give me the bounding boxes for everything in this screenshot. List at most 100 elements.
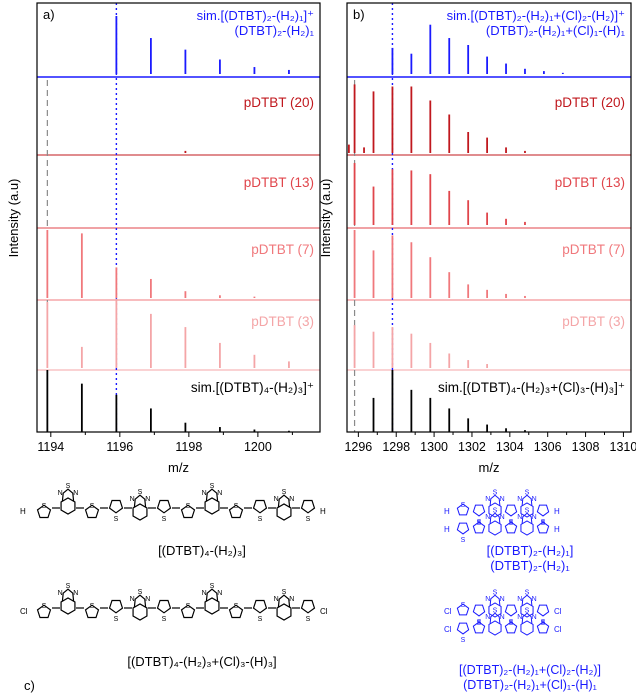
- trace-p13: pDTBT (13): [353, 163, 625, 225]
- structure-label-4a: [(DTBT)₂-(H₂)₁+(Cl)₂-(H₂)]: [459, 663, 601, 677]
- nitrogen-atom: N: [532, 514, 537, 521]
- trace-label-p13: pDTBT (13): [555, 175, 625, 190]
- chlorine-atom: Cl: [444, 625, 452, 634]
- thiadiazole-ring: [205, 488, 219, 502]
- y-axis-label-b: Intensity (a.u): [318, 179, 333, 258]
- sulfur-atom: S: [509, 520, 514, 527]
- benzene-ring: [204, 497, 220, 515]
- nitrogen-atom: N: [517, 614, 522, 621]
- structure-label-1: [(DTBT)₄-(H₂)₃]: [158, 543, 246, 558]
- x-axis-label: m/z: [168, 460, 189, 475]
- thiophene-ring: [456, 503, 470, 516]
- hydrogen-atom: H: [554, 525, 560, 534]
- sulfur-atom: S: [525, 489, 530, 496]
- benzene-ring: [520, 502, 534, 518]
- sulfur-atom: S: [477, 620, 482, 627]
- panel-label-c: c): [24, 678, 35, 693]
- trace-p20: pDTBT (20): [347, 84, 625, 153]
- chlorine-atom: Cl: [20, 607, 28, 616]
- sulfur-atom: S: [90, 503, 95, 510]
- chlorine-atom: Cl: [444, 607, 452, 616]
- thiadiazole-ring: [133, 494, 147, 508]
- thiophene-ring: [36, 504, 52, 519]
- sulfur-atom: S: [66, 583, 71, 590]
- thiadiazole-ring: [205, 588, 219, 602]
- benzene-ring: [132, 603, 148, 621]
- sulfur-atom: S: [541, 620, 546, 627]
- thiophene-ring: [536, 621, 550, 634]
- thiophene-ring: [456, 622, 470, 635]
- structure-label-2a: [(DTBT)₂-(H₂)₁]: [487, 543, 574, 558]
- x-tick-label: 1198: [175, 440, 202, 454]
- thiophene-ring: [536, 504, 550, 517]
- thiophene-ring: [536, 521, 550, 534]
- sulfur-atom: S: [258, 616, 263, 623]
- nitrogen-atom: N: [500, 496, 505, 503]
- sulfur-atom: S: [138, 489, 143, 496]
- trace-sim_top: sim.[(DTBT)₂-(H₂)₁+(Cl)₂-(H₂)]⁺(DTBT)₂-(…: [391, 8, 626, 74]
- sulfur-atom: S: [461, 602, 466, 609]
- plot-frame: [346, 2, 632, 433]
- x-tick-label: 1196: [106, 440, 133, 454]
- thiophene-ring: [504, 504, 518, 517]
- nitrogen-atom: N: [58, 590, 63, 597]
- spectrum-panel-a: sim.[(DTBT)₂-(H₂)₁]⁺(DTBT)₂-(H₂)₁ pDTBT (…: [36, 2, 321, 475]
- nitrogen-atom: N: [130, 496, 135, 503]
- thiophene-ring: [84, 604, 100, 619]
- thiadiazole-ring: [521, 494, 533, 506]
- sulfur-atom: S: [282, 589, 287, 596]
- sulfur-atom: S: [42, 603, 47, 610]
- hydrogen-atom: H: [20, 507, 26, 516]
- thiophene-ring: [536, 604, 550, 617]
- sulfur-atom: S: [234, 603, 239, 610]
- trace-label-p7: pDTBT (7): [562, 242, 625, 257]
- structure-label-3: [(DTBT)₄-(H₂)₃+(Cl)₃-(H)₃]: [127, 654, 276, 669]
- nitrogen-atom: N: [274, 596, 279, 603]
- nitrogen-atom: N: [217, 590, 222, 597]
- nitrogen-atom: N: [73, 590, 78, 597]
- x-tick-label: 1310: [610, 440, 636, 454]
- y-axis-label: Intensity (a.u): [6, 179, 21, 258]
- x-tick-label: 1298: [382, 440, 410, 454]
- trace-label-p7: pDTBT (7): [251, 242, 314, 257]
- benzene-ring: [132, 503, 148, 521]
- sulfur-atom: S: [525, 507, 530, 514]
- nitrogen-atom: N: [532, 496, 537, 503]
- sulfur-atom: S: [493, 607, 498, 614]
- thiophene-ring: [228, 604, 244, 619]
- x-tick-label: 1296: [344, 440, 372, 454]
- nitrogen-atom: N: [517, 496, 522, 503]
- thiophene-ring: [36, 604, 52, 619]
- benzene-ring: [204, 597, 220, 615]
- trace-label-sim_bottom: sim.[(DTBT)₄-(H₂)₃]⁺: [191, 380, 314, 395]
- nitrogen-atom: N: [289, 596, 294, 603]
- nitrogen-atom: N: [145, 496, 150, 503]
- thiophene-ring: [252, 499, 268, 514]
- x-tick-label: 1194: [37, 440, 64, 454]
- sulfur-atom: S: [306, 616, 311, 623]
- thiophene-ring: [84, 504, 100, 519]
- hydrogen-atom: H: [320, 507, 326, 516]
- trace-label-p20: pDTBT (20): [244, 95, 314, 110]
- benzene-ring: [520, 620, 534, 636]
- thiophene-ring: [252, 599, 268, 614]
- nitrogen-atom: N: [289, 496, 294, 503]
- panel-label: b): [353, 7, 365, 22]
- trace-label-sim_top: (DTBT)₂-(H₂)₁+(Cl)₁-(H)₁: [486, 23, 626, 38]
- benzene-ring: [60, 597, 76, 615]
- sulfur-atom: S: [493, 589, 498, 596]
- thiadiazole-ring: [277, 494, 291, 508]
- sulfur-atom: S: [306, 516, 311, 523]
- thiadiazole-ring: [61, 488, 75, 502]
- chlorine-atom: Cl: [320, 607, 328, 616]
- sulfur-atom: S: [525, 607, 530, 614]
- sulfur-atom: S: [258, 516, 263, 523]
- nitrogen-atom: N: [485, 514, 490, 521]
- sulfur-atom: S: [461, 502, 466, 509]
- trace-p3: pDTBT (3): [353, 314, 625, 368]
- x-tick-label: 1200: [244, 440, 272, 454]
- sulfur-atom: S: [477, 520, 482, 527]
